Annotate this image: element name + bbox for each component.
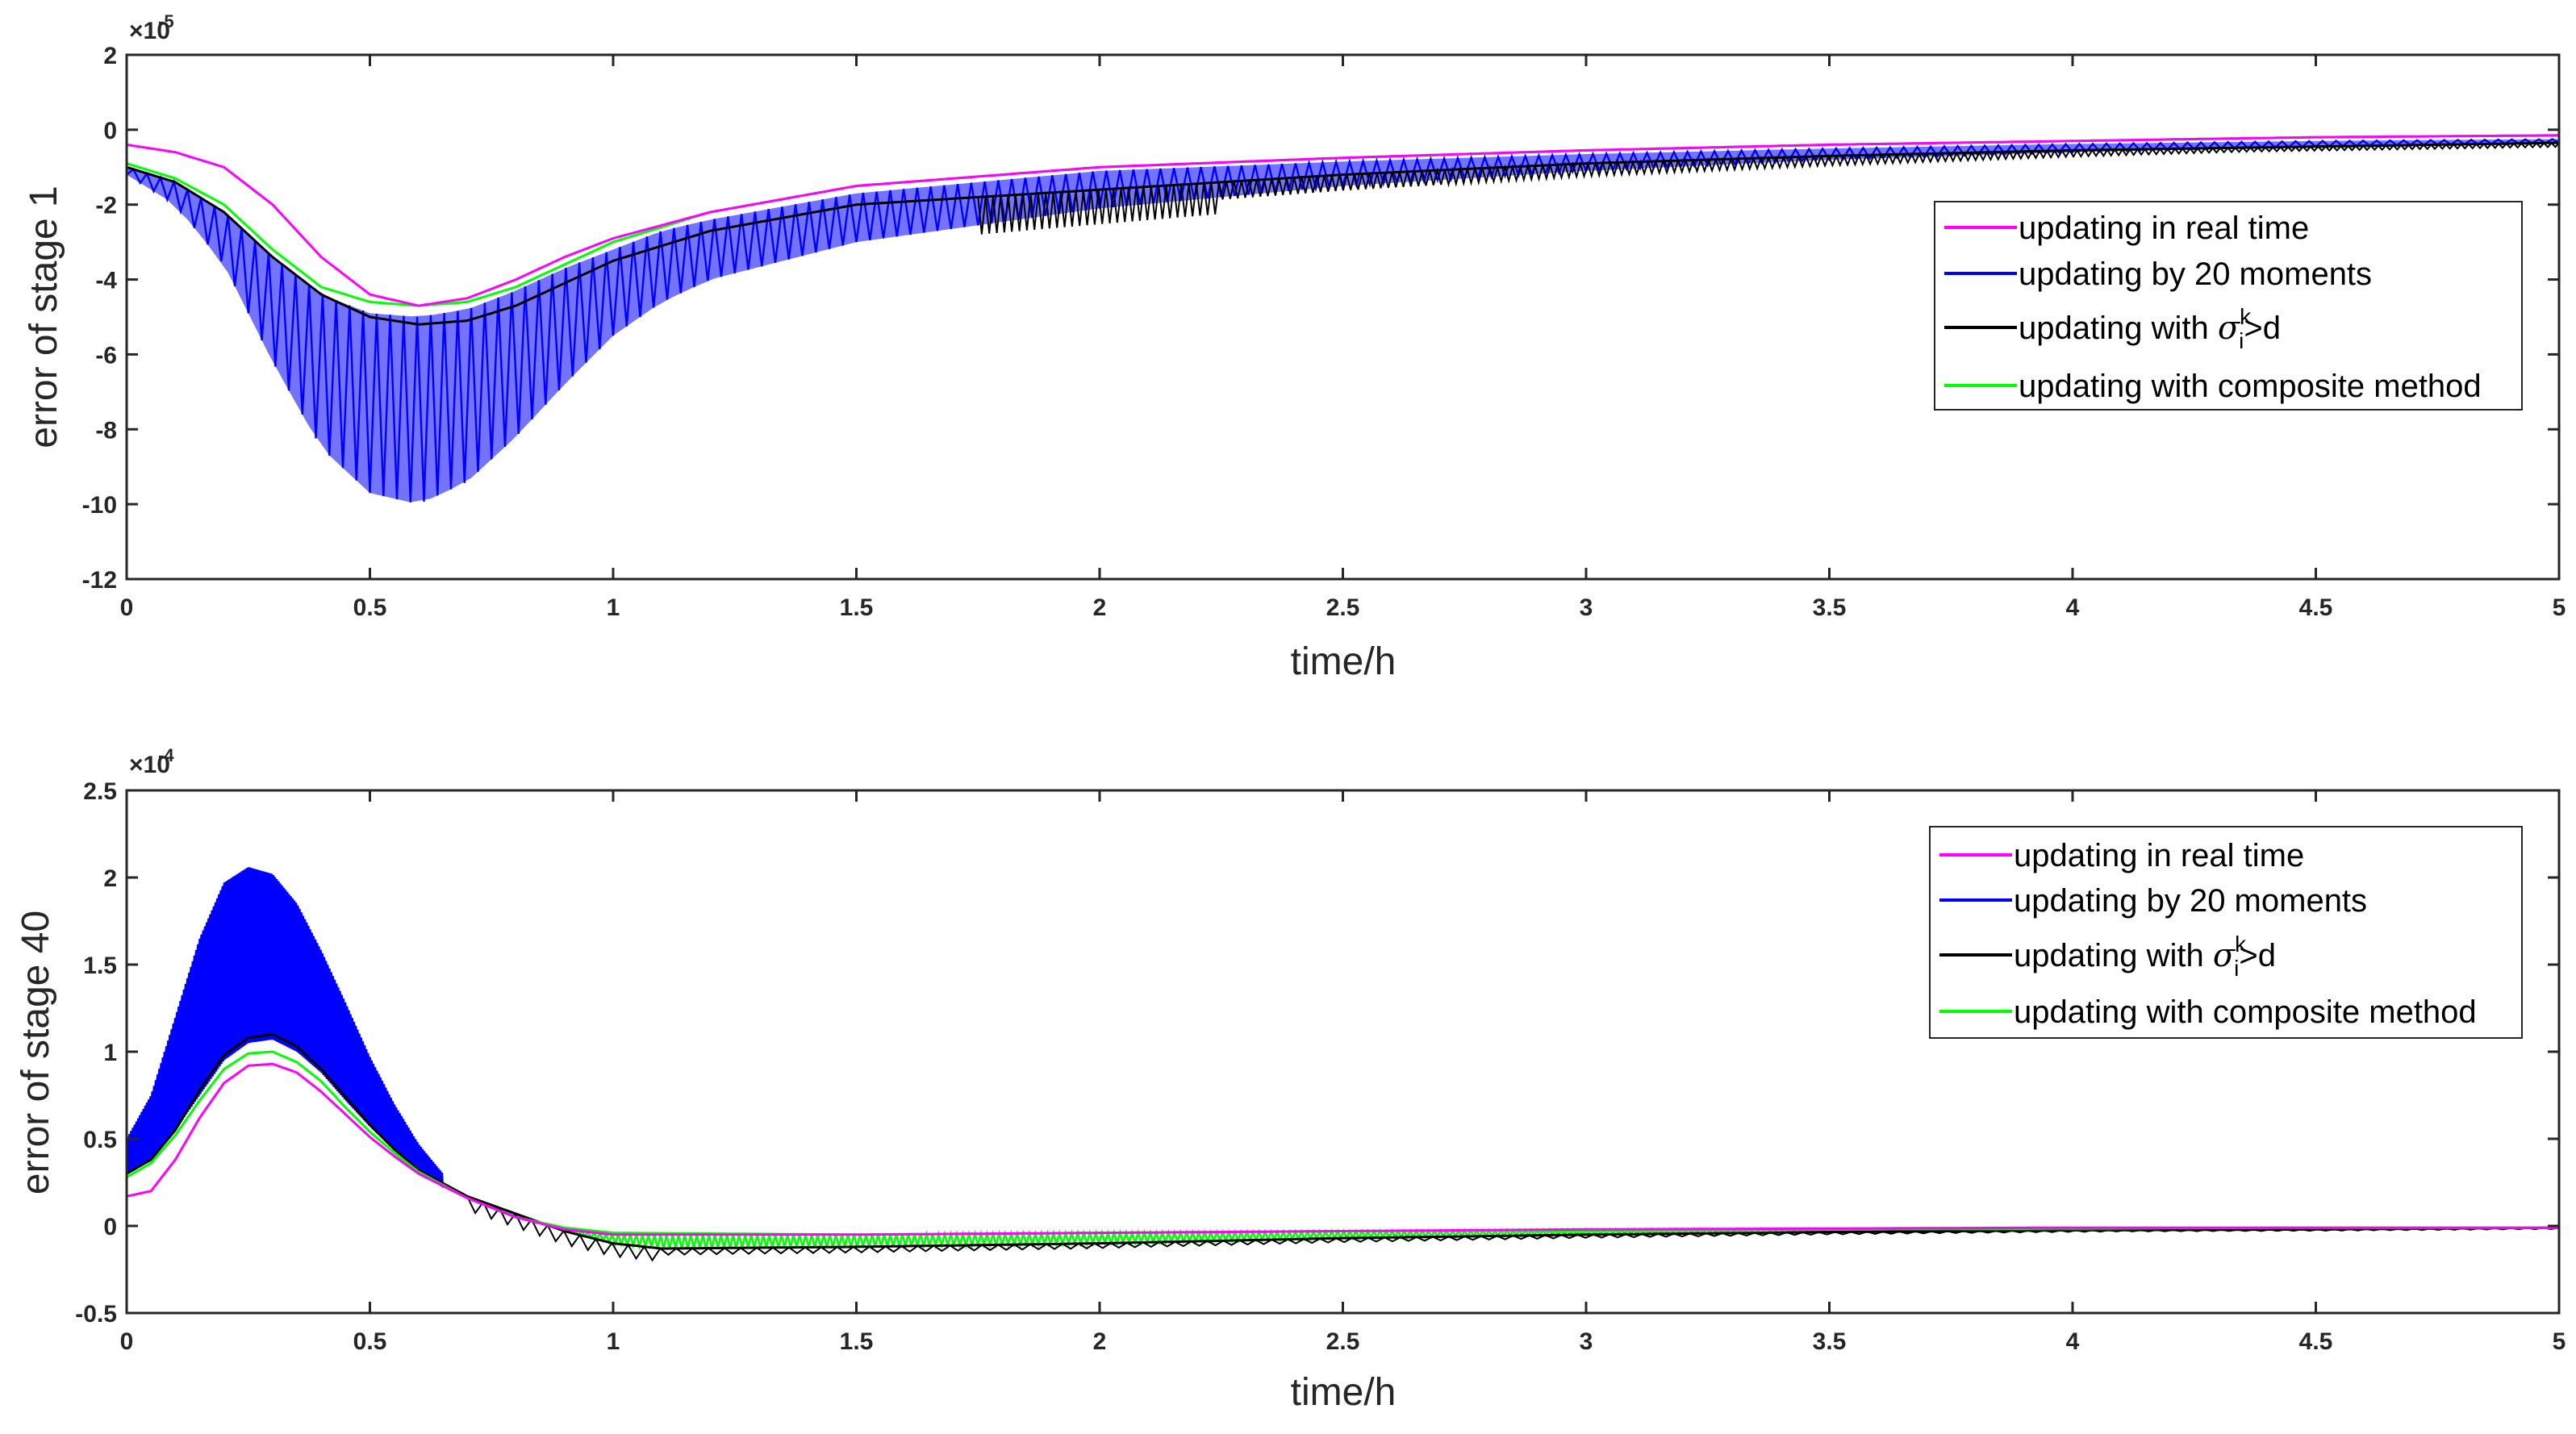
series-real-time-line	[127, 134, 2559, 307]
x-tick-label: 5	[2553, 594, 2566, 621]
x-tick-label: 0.5	[353, 594, 387, 621]
x-tick-label: 0.5	[353, 1328, 387, 1355]
legend: updating in real time updating by 20 mom…	[1929, 826, 2523, 1039]
series-20-moments-band	[127, 867, 443, 1188]
x-tick-label: 4.5	[2299, 1328, 2333, 1355]
x-tick-label: 3	[1580, 594, 1593, 621]
y-axis-label: error of stage 1	[23, 186, 65, 448]
y-tick-label: 1	[103, 1040, 117, 1066]
x-tick-label: 0	[120, 1328, 134, 1355]
x-tick-label: 1.5	[840, 594, 874, 621]
x-tick-label: 1	[607, 594, 620, 621]
x-tick-label: 1.5	[840, 1328, 874, 1355]
legend-label-real-time: updating in real time	[2019, 211, 2309, 246]
x-tick-label: 3	[1580, 1328, 1593, 1355]
y-tick-label: 0	[103, 1214, 117, 1240]
y-tick-label: -12	[82, 567, 117, 594]
x-tick-label: 1	[607, 1328, 620, 1355]
x-tick-label: 5	[2553, 1328, 2566, 1355]
legend: updating in real time updating by 20 mom…	[1934, 201, 2523, 411]
y-axis-label: error of stage 40	[15, 911, 57, 1194]
x-tick-label: 3.5	[1813, 1328, 1847, 1355]
y-tick-label: -6	[95, 342, 117, 369]
x-tick-label: 4.5	[2299, 594, 2333, 621]
series-20-moments-band	[127, 139, 2559, 502]
x-tick-label: 2	[1093, 1328, 1107, 1355]
y-tick-label: -8	[95, 417, 117, 444]
y-tick-label: 1.5	[83, 953, 117, 979]
legend-box	[1929, 826, 2523, 1039]
legend-label-real-time: updating in real time	[2014, 838, 2304, 873]
y-exponent-base: ×10	[129, 18, 170, 44]
y-exponent-power: -5	[158, 11, 174, 31]
x-tick-label: 3.5	[1813, 594, 1847, 621]
x-tick-label: 0	[120, 594, 134, 621]
y-tick-label: 2	[103, 865, 117, 892]
y-tick-label: -4	[95, 268, 117, 294]
legend-label-sigma: updating with σk i>d	[2014, 932, 2276, 981]
x-axis-label: time/h	[1291, 1371, 1397, 1414]
series-sigma-line	[127, 141, 2559, 326]
legend-label-20-moments: updating by 20 moments	[2014, 883, 2367, 919]
legend-label-sigma: updating with σk i>d	[2019, 304, 2281, 353]
x-tick-label: 4	[2066, 1328, 2080, 1355]
x-axis-label: time/h	[1291, 640, 1397, 683]
y-tick-label: 0	[103, 118, 117, 144]
legend-label-composite: updating with composite method	[2019, 369, 2482, 404]
y-tick-label: -10	[82, 492, 117, 519]
x-tick-label: 4	[2066, 594, 2080, 621]
legend-label-composite: updating with composite method	[2014, 994, 2477, 1030]
legend-label-20-moments: updating by 20 moments	[2019, 256, 2372, 292]
legend-box	[1934, 201, 2523, 411]
y-tick-label: 0.5	[83, 1127, 117, 1153]
y-exponent-power: -4	[158, 745, 174, 765]
y-tick-label: 2.5	[83, 778, 117, 805]
chart-panel-stage-1: 0 0.5 1 1.5 2 2.5 3 3.5 4 4.5 5 -12 -10 -8 -6 -4 -2 0 2 ×1…	[23, 11, 2566, 683]
y-tick-label: 2	[103, 43, 117, 69]
series-real-time-line	[127, 1062, 2559, 1236]
x-tick-label: 2.5	[1326, 1328, 1360, 1355]
x-tick-label: 2.5	[1326, 594, 1360, 621]
y-tick-label: -0.5	[75, 1301, 117, 1328]
x-tick-label: 2	[1093, 594, 1107, 621]
y-exponent-base: ×10	[129, 752, 170, 778]
y-tick-label: -2	[95, 193, 117, 219]
chart-panel-stage-40: 0 0.5 1 1.5 2 2.5 3 3.5 4 4.5 5-0.500.511.522.5 ×1…	[15, 745, 2566, 1414]
